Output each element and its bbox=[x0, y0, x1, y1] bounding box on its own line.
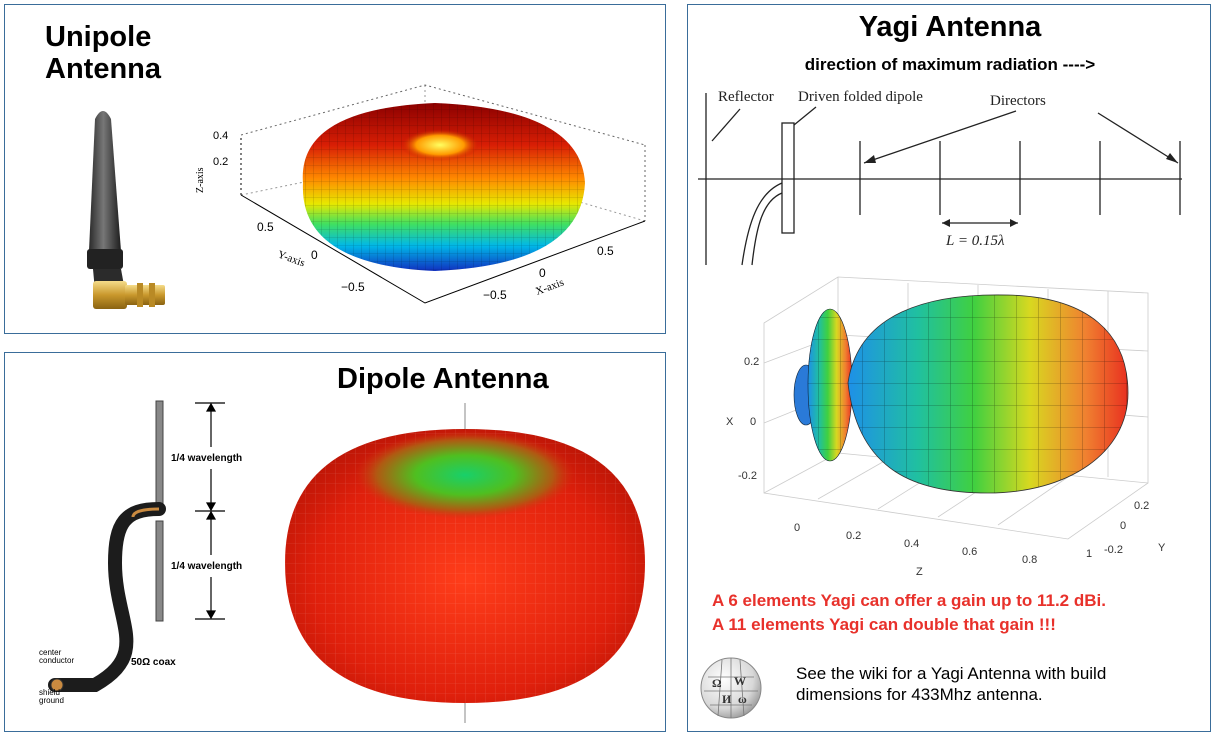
lower-length-label: 1/4 wavelength bbox=[171, 561, 242, 572]
wikipedia-globe-icon[interactable]: Ω WИ ω bbox=[698, 655, 764, 721]
x-tick-label: -0.2 bbox=[738, 470, 757, 482]
shield-ground-label: ground bbox=[39, 696, 64, 705]
reflector-label: Reflector bbox=[718, 89, 774, 105]
z-tick-label: 0.4 bbox=[904, 538, 919, 550]
coax-label: 50Ω coax bbox=[131, 657, 176, 668]
unipole-radiation-plot: 0.4 0.2 0.5 0 −0.5 0.5 0 −0.5 Z-axis Y-a… bbox=[195, 84, 646, 304]
dipole-radiation-plot bbox=[285, 403, 645, 723]
shield-ground-label: shield bbox=[39, 688, 60, 697]
yagi-element-diagram: Reflector Driven folded dipole Directors… bbox=[698, 89, 1182, 266]
yagi-panel: Yagi Antenna direction of maximum radiat… bbox=[687, 4, 1211, 732]
yagi-radiation-plot: 0.2 0 -0.2 X 0 0.2 0.4 0.6 0.8 1 Z 0.2 0… bbox=[726, 276, 1166, 578]
z-tick-label: 0 bbox=[794, 522, 800, 534]
z-tick-label: 0.2 bbox=[846, 530, 861, 542]
y-tick-label: 0.2 bbox=[1134, 500, 1149, 512]
svg-text:И: И bbox=[722, 692, 732, 706]
gain-note-line: A 11 elements Yagi can double that gain … bbox=[712, 615, 1056, 634]
unipole-panel: Unipole Antenna bbox=[4, 4, 666, 334]
x-axis-label: X bbox=[726, 416, 734, 428]
svg-text:W: W bbox=[734, 674, 746, 688]
x-tick-label: 0.2 bbox=[744, 356, 759, 368]
dipole-schematic: 1/4 wavelength 1/4 wavelength 50Ω coax c… bbox=[39, 400, 242, 705]
z-tick-label: 0.2 bbox=[213, 156, 228, 168]
y-tick-label: 0.5 bbox=[257, 220, 274, 234]
center-conductor-label: center bbox=[39, 648, 62, 657]
y-tick-label: −0.5 bbox=[341, 280, 365, 294]
unipole-antenna-icon bbox=[87, 111, 165, 309]
y-axis-label: Y-axis bbox=[276, 249, 307, 270]
y-tick-label: -0.2 bbox=[1104, 544, 1123, 556]
driven-dipole-label: Driven folded dipole bbox=[798, 89, 923, 105]
upper-length-label: 1/4 wavelength bbox=[171, 453, 242, 464]
dipole-title: Dipole Antenna bbox=[337, 363, 549, 395]
z-tick-label: 0.4 bbox=[213, 130, 228, 142]
z-tick-label: 0.6 bbox=[962, 546, 977, 558]
wiki-note: See the wiki for a Yagi Antenna with bui… bbox=[796, 664, 1107, 704]
y-tick-label: 0 bbox=[311, 248, 318, 262]
y-axis-label: Y bbox=[1158, 542, 1166, 554]
x-tick-label: 0 bbox=[539, 266, 546, 280]
unipole-title: Unipole Antenna bbox=[45, 21, 161, 85]
x-tick-label: −0.5 bbox=[483, 288, 507, 302]
svg-text:Ω: Ω bbox=[712, 676, 722, 690]
x-tick-label: 0.5 bbox=[597, 244, 614, 258]
z-axis-label: Z-axis bbox=[195, 167, 206, 193]
yagi-title: Yagi Antenna bbox=[858, 11, 1042, 43]
y-tick-label: 0 bbox=[1120, 520, 1126, 532]
radiation-direction-label: direction of maximum radiation ----> bbox=[804, 55, 1096, 74]
center-conductor-label: conductor bbox=[39, 656, 74, 665]
z-axis-label: Z bbox=[916, 566, 923, 578]
directors-label: Directors bbox=[990, 93, 1046, 109]
gain-note-line: A 6 elements Yagi can offer a gain up to… bbox=[712, 591, 1106, 610]
svg-text:ω: ω bbox=[738, 692, 747, 706]
x-tick-label: 0 bbox=[750, 416, 756, 428]
z-tick-label: 1 bbox=[1086, 548, 1092, 560]
dipole-panel: Dipole Antenna 1/4 wavelength 1/4 wavele… bbox=[4, 352, 666, 732]
z-tick-label: 0.8 bbox=[1022, 554, 1037, 566]
spacing-label: L = 0.15λ bbox=[945, 233, 1005, 249]
